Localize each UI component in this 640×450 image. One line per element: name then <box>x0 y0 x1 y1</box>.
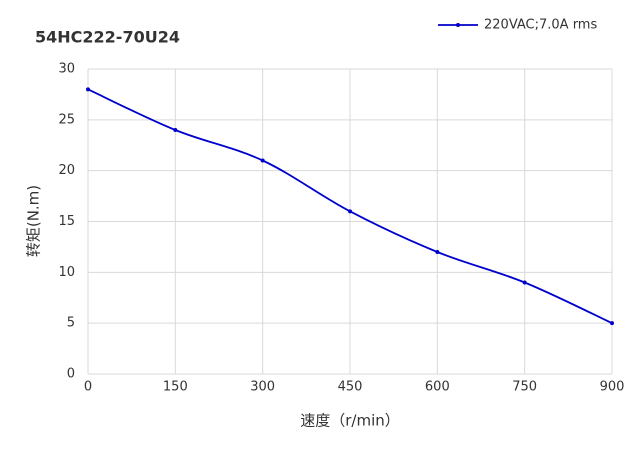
x-tick-label: 0 <box>84 380 92 395</box>
legend-marker <box>456 23 460 27</box>
chart-title: 54HC222-70U24 <box>35 28 180 47</box>
point <box>522 280 527 285</box>
legend-label: 220VAC;7.0A rms <box>484 18 597 33</box>
x-axis-label: 速度（r/min） <box>300 412 400 430</box>
point <box>86 87 90 92</box>
point <box>173 128 178 132</box>
x-tick-label: 750 <box>512 380 537 395</box>
y-tick-label: 0 <box>67 367 75 382</box>
y-tick-label: 5 <box>67 316 75 331</box>
point <box>435 250 440 254</box>
y-axis-label: 转矩(N.m) <box>25 185 43 257</box>
x-tick-label: 600 <box>425 380 450 395</box>
x-tick-label: 300 <box>250 380 275 395</box>
point <box>260 158 265 163</box>
y-tick-label: 10 <box>58 265 75 280</box>
x-tick-label: 150 <box>163 380 188 395</box>
x-tick-label: 900 <box>600 380 625 395</box>
point <box>610 321 614 326</box>
y-tick-label: 20 <box>58 163 75 178</box>
y-tick-label: 25 <box>58 112 75 127</box>
y-tick-label: 15 <box>58 214 75 229</box>
point <box>348 209 352 214</box>
y-tick-label: 30 <box>58 62 75 77</box>
x-tick-label: 450 <box>338 380 363 395</box>
